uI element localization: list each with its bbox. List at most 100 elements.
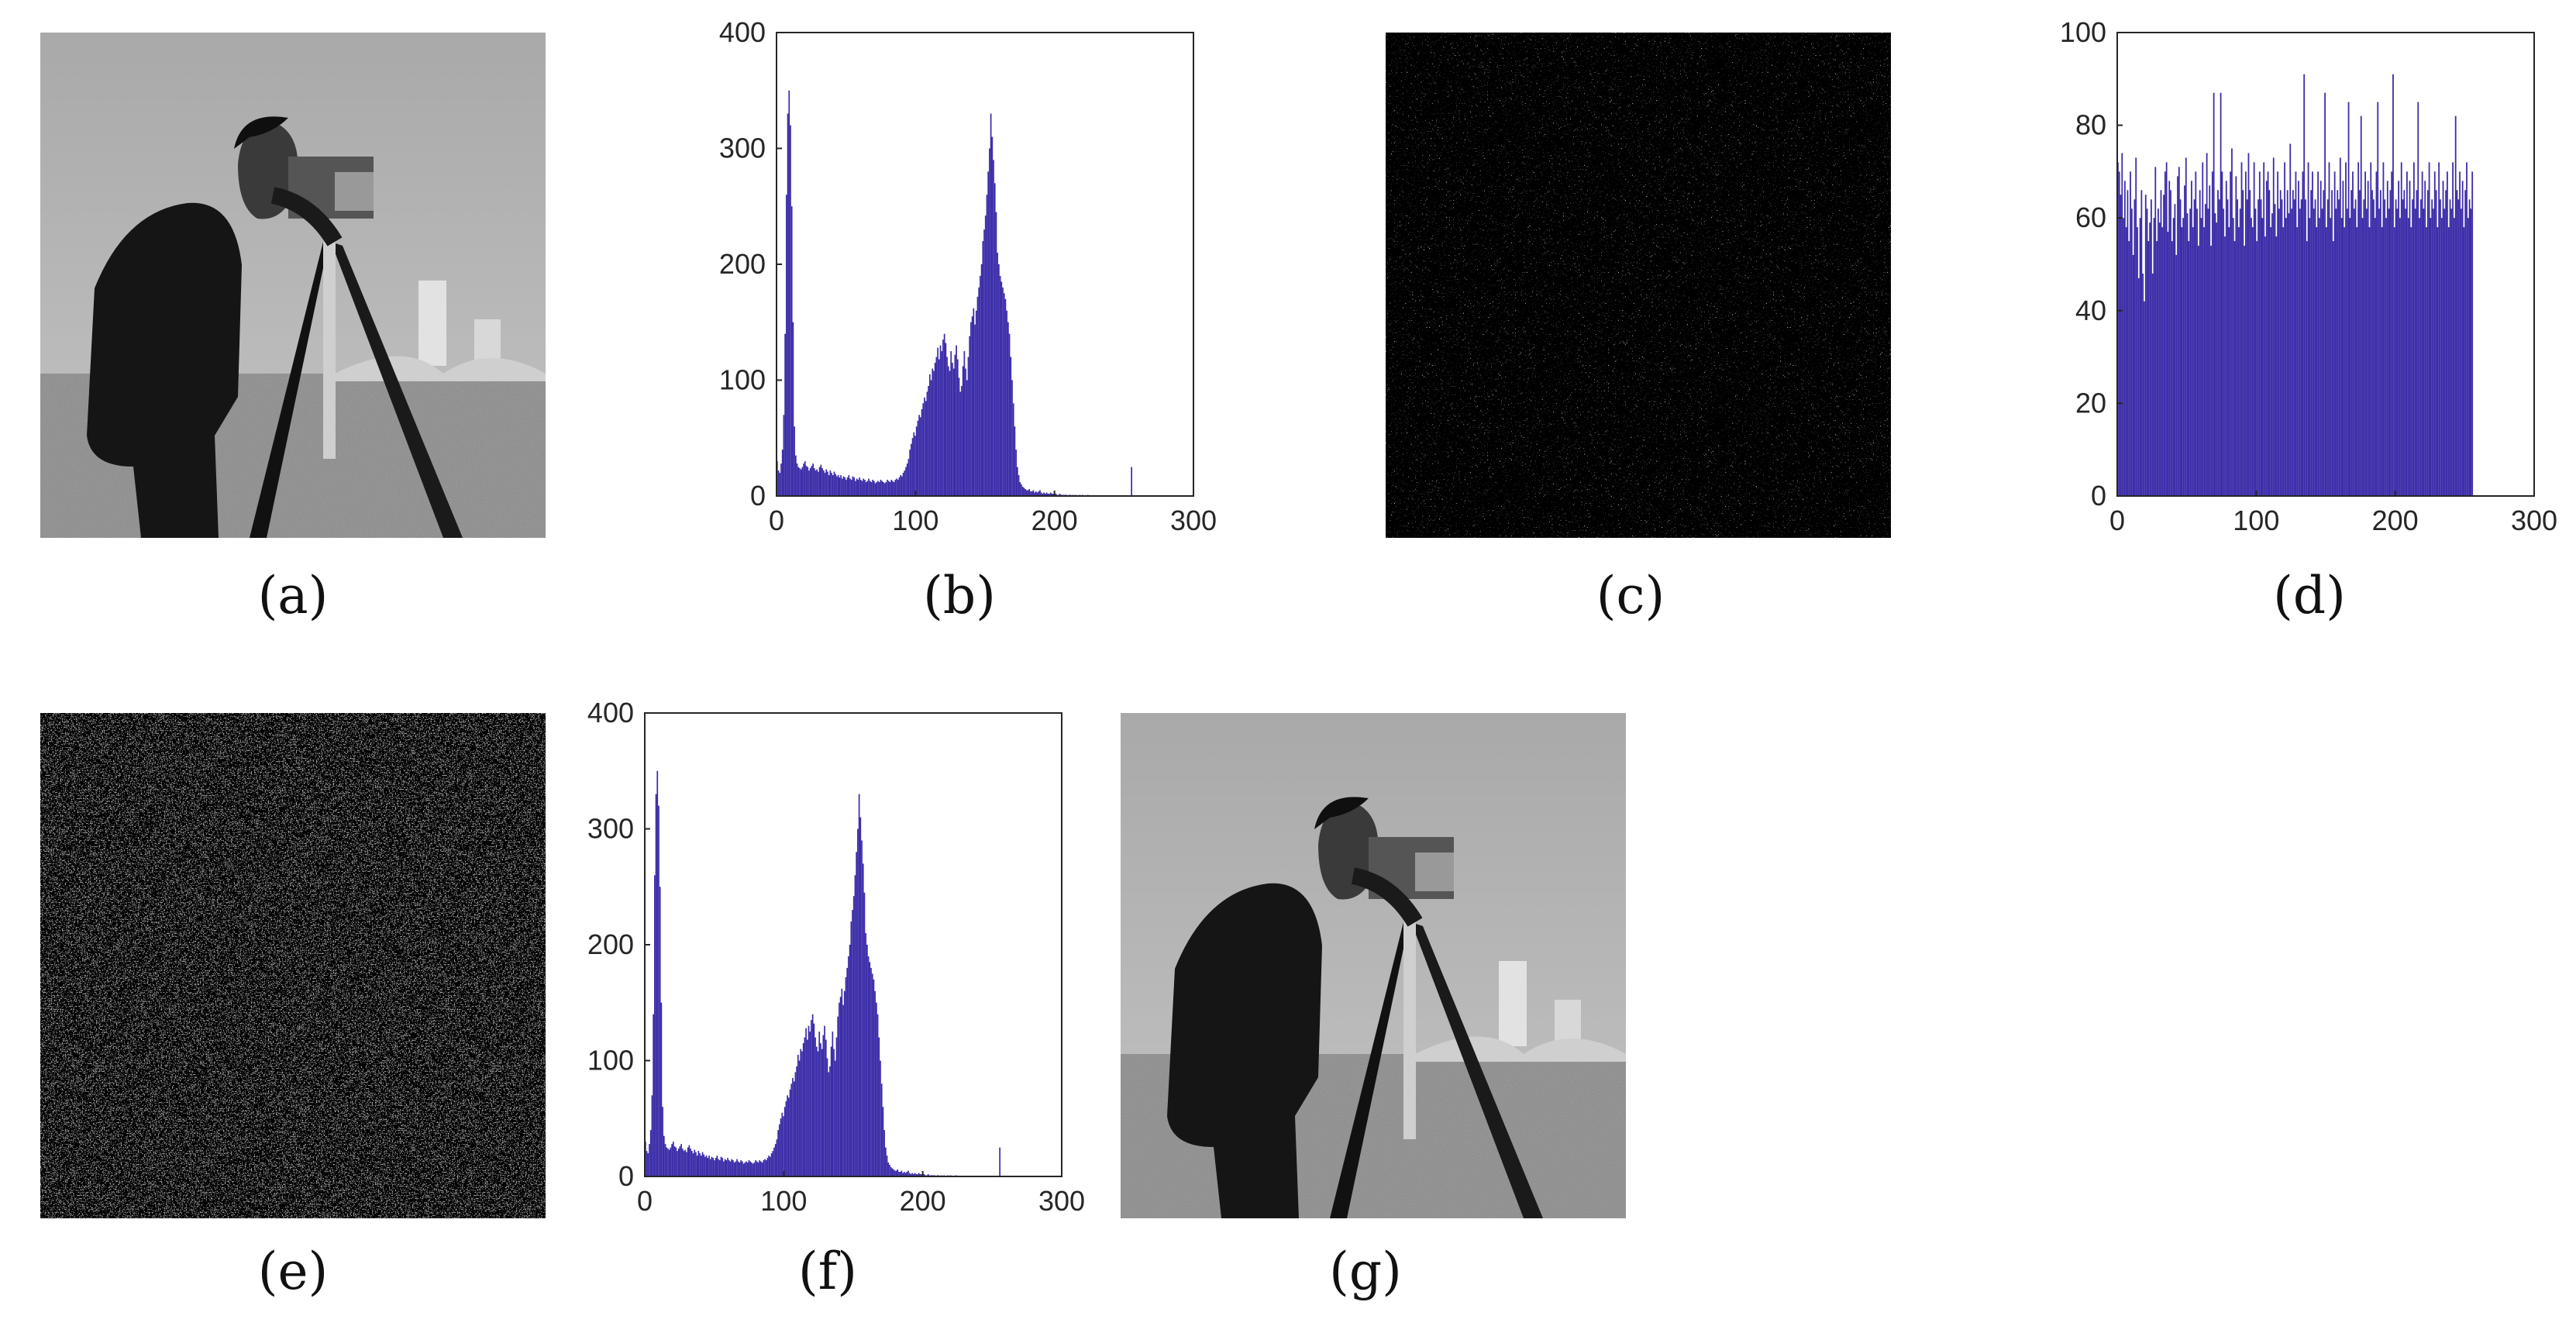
histogram-bar bbox=[1018, 475, 1020, 496]
histogram-bar bbox=[999, 1147, 1001, 1177]
histogram-bar bbox=[763, 1160, 765, 1176]
histogram-bar bbox=[2184, 185, 2185, 496]
histogram-bar bbox=[729, 1161, 732, 1176]
y-tick-label: 100 bbox=[587, 1045, 634, 1076]
histogram-bar bbox=[2391, 171, 2393, 496]
histogram-bar bbox=[2274, 204, 2276, 496]
image-g-decrypted bbox=[1121, 713, 1626, 1218]
histogram-bar bbox=[776, 1139, 778, 1176]
histogram-bar bbox=[2193, 199, 2195, 496]
histogram-bar bbox=[2298, 181, 2299, 497]
histogram-bar bbox=[2133, 199, 2136, 496]
histogram-bar bbox=[2319, 218, 2320, 496]
histogram-bar bbox=[907, 1170, 909, 1176]
histogram-bar bbox=[2251, 218, 2252, 496]
histogram-bar bbox=[2220, 92, 2222, 497]
histogram-bar bbox=[781, 1112, 783, 1176]
histogram-bar bbox=[757, 1162, 759, 1176]
histogram-bar bbox=[833, 471, 835, 496]
histogram-bar bbox=[2195, 171, 2197, 496]
histogram-bar bbox=[2125, 227, 2127, 496]
histogram-bar bbox=[2457, 199, 2460, 496]
histogram-bar bbox=[677, 1149, 680, 1176]
histogram-bar bbox=[2340, 218, 2343, 496]
histogram-bar bbox=[942, 339, 944, 496]
histogram-bar bbox=[889, 1165, 890, 1176]
histogram-bar bbox=[2137, 277, 2140, 496]
histogram-bar bbox=[2202, 162, 2204, 496]
histogram-bar bbox=[902, 1173, 904, 1176]
histogram-bar bbox=[2278, 208, 2280, 496]
histogram-bar bbox=[859, 817, 862, 1176]
histogram-bar bbox=[690, 1149, 691, 1176]
histogram-bar bbox=[2207, 208, 2209, 496]
histogram-bar bbox=[2389, 190, 2392, 496]
histogram-bar bbox=[2160, 190, 2162, 496]
histogram-bar bbox=[1031, 491, 1033, 496]
histogram-bar bbox=[2410, 227, 2412, 496]
histogram-bar bbox=[871, 973, 873, 1177]
histogram-bar bbox=[907, 459, 910, 496]
histogram-bar bbox=[2228, 227, 2230, 496]
histogram-bar bbox=[2431, 199, 2433, 496]
histogram-bar bbox=[753, 1162, 756, 1176]
histogram-bar bbox=[813, 468, 815, 496]
histogram-bar bbox=[2396, 208, 2399, 496]
histogram-bar bbox=[2342, 181, 2344, 497]
histogram-bar bbox=[2233, 241, 2236, 496]
histogram-bar bbox=[842, 1004, 844, 1176]
histogram-bar bbox=[2130, 171, 2131, 496]
histogram-bar bbox=[787, 1097, 790, 1176]
histogram-bar bbox=[2339, 157, 2341, 496]
histogram-bar bbox=[1012, 403, 1014, 496]
histogram-bar bbox=[835, 474, 837, 496]
histogram-bar bbox=[917, 1174, 918, 1176]
histogram-bar bbox=[2357, 162, 2360, 496]
histogram-bar bbox=[2395, 199, 2397, 496]
histogram-bar bbox=[2416, 190, 2418, 496]
histogram-bar bbox=[2230, 171, 2232, 496]
histogram-bar bbox=[803, 463, 804, 496]
histogram-bar bbox=[829, 1066, 831, 1176]
histogram-bar bbox=[735, 1161, 737, 1176]
histogram-bar bbox=[1047, 494, 1049, 496]
histogram-bar bbox=[2412, 162, 2415, 496]
histogram-bar bbox=[958, 377, 960, 496]
histogram-bar bbox=[943, 333, 945, 496]
histogram-bar bbox=[718, 1160, 721, 1176]
histogram-bar bbox=[2123, 181, 2126, 497]
histogram-bar bbox=[2167, 232, 2169, 496]
histogram-bar bbox=[993, 160, 994, 496]
histogram-bar bbox=[952, 368, 955, 496]
y-tick-label: 300 bbox=[719, 133, 766, 164]
histogram-bar bbox=[2224, 236, 2226, 496]
histogram-bar bbox=[2352, 171, 2354, 496]
histogram-bar bbox=[866, 480, 869, 496]
histogram-bar bbox=[760, 1161, 762, 1176]
histogram-bar bbox=[801, 467, 804, 497]
histogram-bar bbox=[813, 1023, 815, 1176]
histogram-bar bbox=[927, 1174, 929, 1176]
histogram-bar bbox=[2372, 199, 2375, 496]
histogram-bar bbox=[848, 956, 849, 1176]
histogram-bar bbox=[2368, 227, 2371, 496]
histogram-bar bbox=[913, 432, 915, 496]
histogram-bar bbox=[2244, 171, 2247, 496]
histogram-bar bbox=[663, 1135, 665, 1176]
histogram-bar bbox=[800, 1049, 802, 1176]
histogram-bar bbox=[2328, 162, 2330, 496]
cameraman-image-g bbox=[1121, 713, 1626, 1218]
histogram-bar bbox=[883, 482, 884, 496]
histogram-bar bbox=[742, 1163, 745, 1176]
histogram-bar bbox=[2154, 167, 2157, 497]
histogram-bar bbox=[2426, 227, 2427, 496]
histogram-bar bbox=[2313, 208, 2315, 496]
histogram-bar bbox=[986, 195, 988, 497]
histogram-bar bbox=[910, 443, 912, 496]
histogram-bar bbox=[876, 482, 878, 496]
histogram-bar bbox=[870, 482, 873, 496]
histogram-bar bbox=[2466, 162, 2468, 496]
histogram-bar bbox=[1000, 281, 1003, 496]
histogram-bar bbox=[2261, 218, 2264, 496]
histogram-bar bbox=[905, 467, 907, 497]
